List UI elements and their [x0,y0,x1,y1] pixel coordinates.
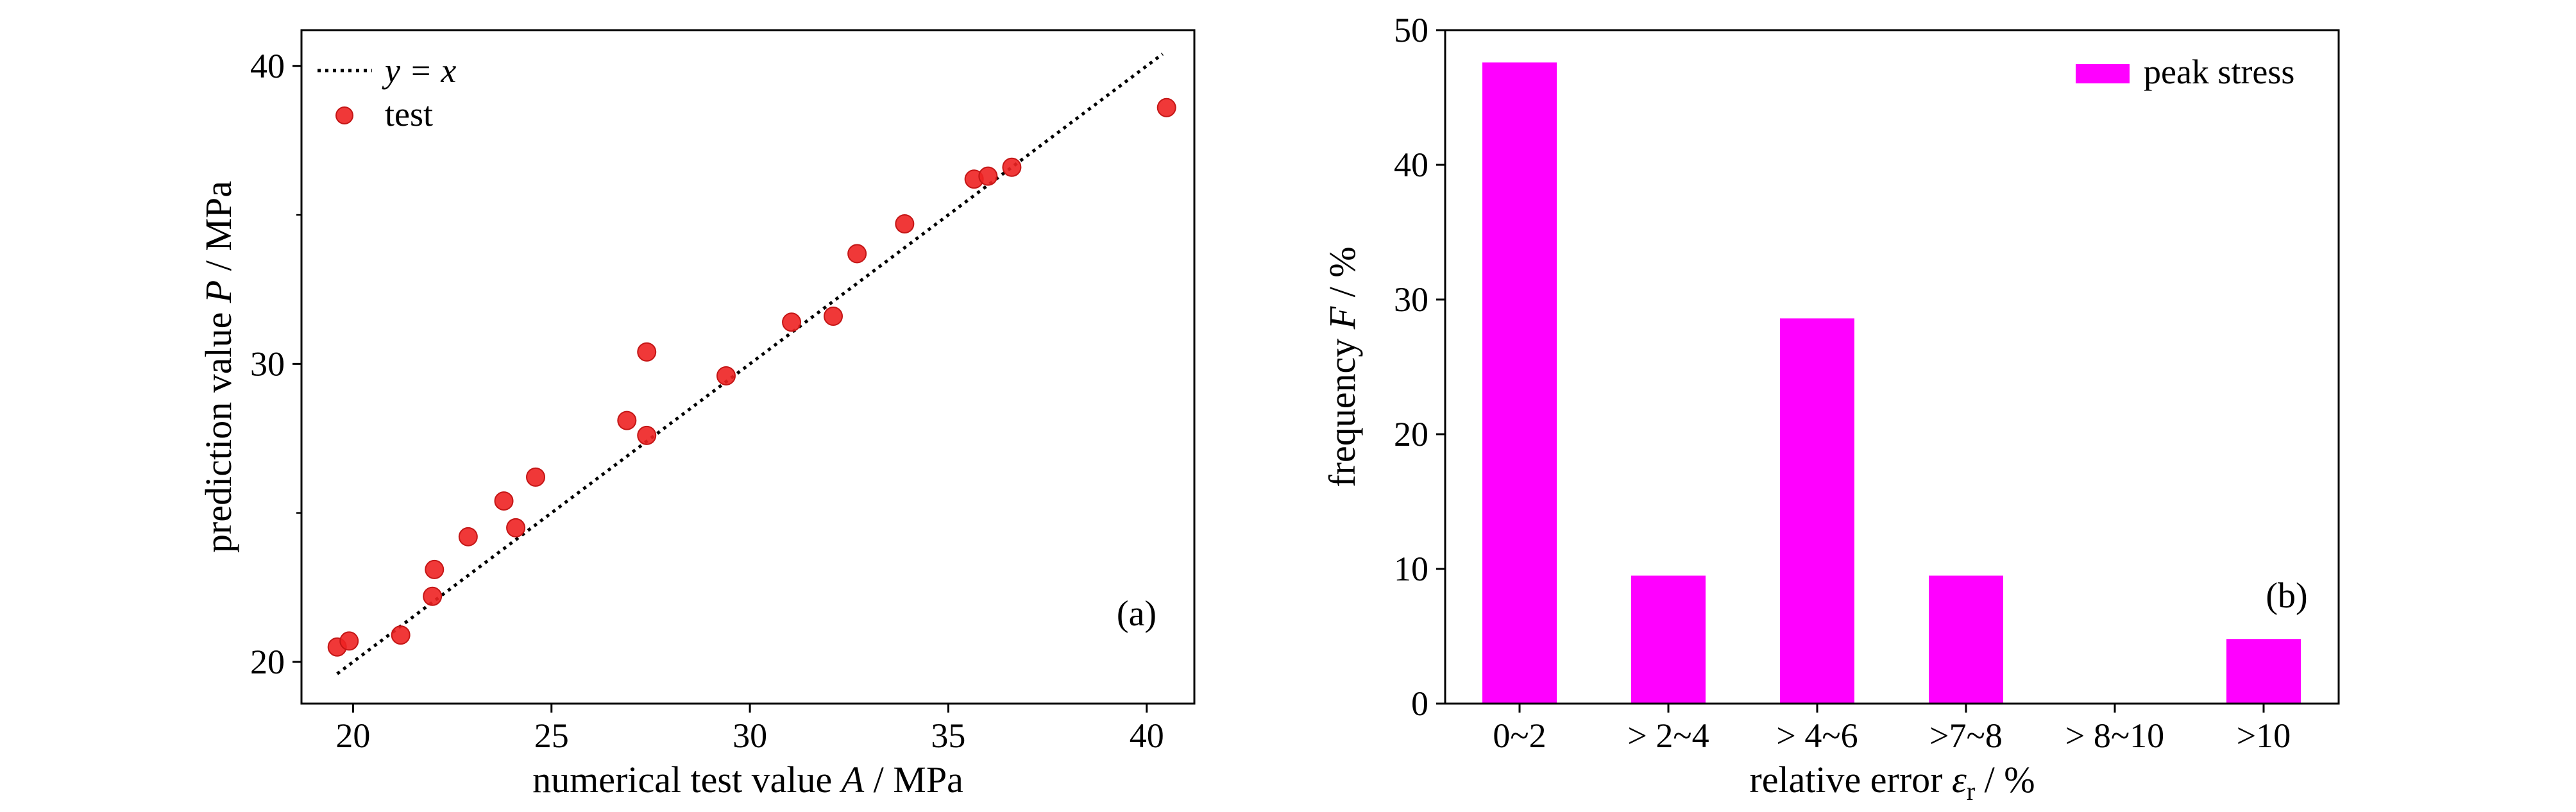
bar-category-label: > 2~4 [1627,716,1709,755]
bar-category-label: > 4~6 [1776,716,1858,755]
bar-y-tick-label: 30 [1394,280,1428,319]
scatter-axes-frame [300,29,1196,705]
reference-line-y-equals-x [336,53,1164,675]
test-point [637,342,657,362]
scatter-y-tick-label: 40 [250,47,285,85]
bar-y-tick-label: 40 [1394,146,1428,184]
bar-peak-stress [1929,575,2003,704]
bar-category-label: 0~2 [1493,716,1546,755]
test-point [716,366,736,385]
bar-y-tick-label: 50 [1394,11,1428,49]
legend-point-marker [335,106,353,124]
scatter-y-tick-label: 30 [250,344,285,383]
scatter-legend: y = x test [318,51,456,133]
bar-category-label: >10 [2237,716,2291,755]
test-point [458,527,478,546]
scatter-plot-area [327,53,1176,675]
legend-point-label: test [385,95,433,133]
scatter-x-tick-label: 35 [931,716,965,755]
test-point [339,631,359,651]
panel-label-b: (b) [2266,576,2307,616]
bar-category-label: > 8~10 [2065,716,2164,755]
test-point [423,586,443,606]
legend-bar-label: peak stress [2144,53,2294,91]
test-point [895,214,915,233]
scatter-x-tick-label: 25 [534,716,569,755]
scatter-x-tick-label: 40 [1130,716,1164,755]
bar-y-tick-label: 20 [1394,415,1428,453]
test-point [847,244,867,264]
bar-peak-stress [2226,639,2301,704]
scatter-y-axis-label: prediction value P / MPa [198,181,239,553]
bar-peak-stress [1780,318,1854,704]
scatter-x-axis-label: numerical test value A / MPa [532,759,963,800]
bar-legend: peak stress [2076,53,2294,91]
scatter-x-tick-label: 30 [733,716,767,755]
test-point [506,518,526,537]
scatter-y-tick-label: 20 [250,643,285,681]
test-point [824,307,843,326]
test-point [782,312,802,332]
test-point [978,166,998,186]
bar-category-label: >7~8 [1929,716,2003,755]
bar-axes-frame [1444,29,2340,705]
panel-label-a: (a) [1117,594,1157,634]
legend-bar-marker [2076,64,2130,83]
test-point [391,625,411,645]
test-point [494,491,514,511]
test-point [425,559,445,579]
bar-panel: 0~2 > 2~4 > 4~6 >7~8 > 8~10 >10 0 10 20 30 40 50 re… [1321,11,2340,806]
test-point [1002,157,1022,177]
test-point [617,410,637,430]
legend-line-label: y = x [382,51,456,90]
bar-axis-ticks: 0~2 > 2~4 > 4~6 >7~8 > 8~10 >10 0 10 20 30 40 50 [1394,11,2291,755]
bar-x-axis-label: relative error εr / % [1749,759,2035,806]
bar-y-tick-label: 10 [1394,550,1428,588]
bar-y-tick-label: 0 [1411,684,1428,723]
bar-y-axis-label: frequency F / % [1321,246,1363,487]
scatter-axis-ticks: 20 25 30 35 40 20 30 40 [250,47,1164,755]
bar-peak-stress [1482,62,1557,704]
test-point [1157,97,1176,117]
scatter-panel: 20 25 30 35 40 20 30 40 numerical test value A … [198,29,1196,800]
test-point [526,467,546,487]
scatter-x-tick-label: 20 [335,716,370,755]
test-point [637,425,657,445]
bar-plot-area [1482,62,2301,704]
bar-peak-stress [1631,575,1706,704]
